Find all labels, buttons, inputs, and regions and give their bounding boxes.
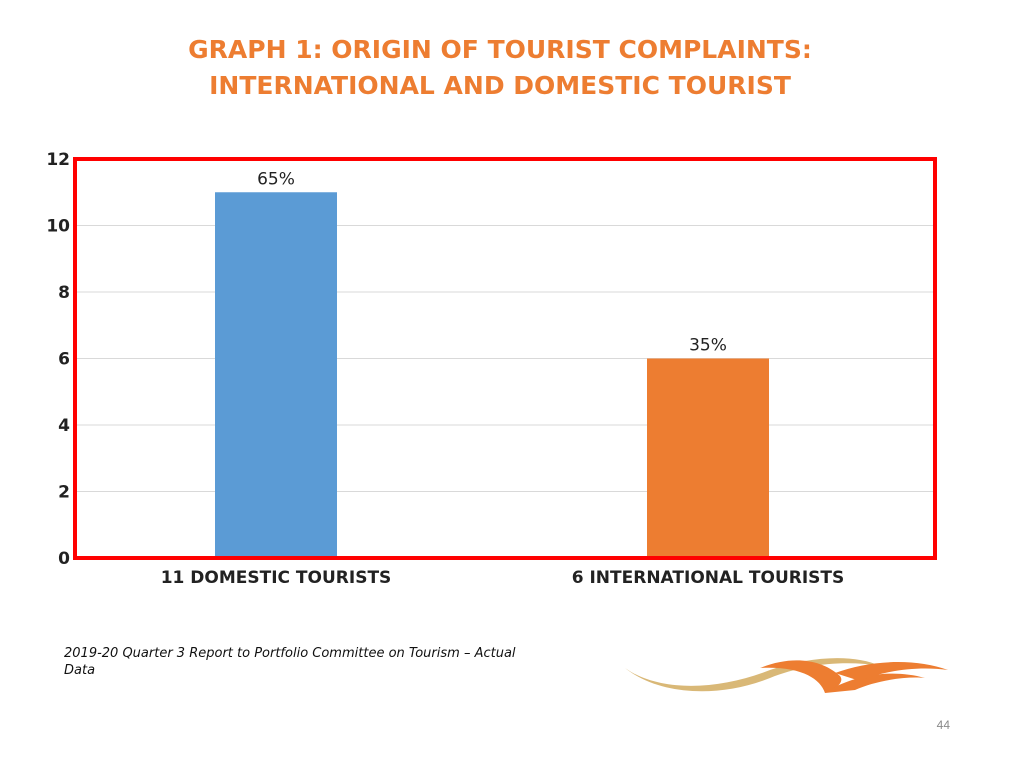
x-axis-categories: 11 DOMESTIC TOURISTS 6 INTERNATIONAL TOUR… — [161, 568, 845, 588]
title-line-1: GRAPH 1: ORIGIN OF TOURIST COMPLAINTS: — [188, 35, 812, 64]
category-label: 11 DOMESTIC TOURISTS — [161, 568, 392, 588]
source-note: 2019-20 Quarter 3 Report to Portfolio Co… — [64, 646, 516, 678]
bars — [215, 192, 769, 558]
y-axis-ticks: 0 2 4 6 8 10 12 — [46, 150, 70, 569]
page-number: 44 — [936, 718, 950, 732]
y-tick-label: 12 — [46, 150, 70, 170]
y-tick-label: 6 — [58, 350, 70, 370]
y-tick-label: 2 — [58, 483, 70, 503]
title-line-2: INTERNATIONAL AND DOMESTIC TOURIST — [209, 71, 791, 100]
y-tick-label: 0 — [58, 549, 70, 569]
bar-international — [647, 358, 769, 558]
swoosh-logo — [625, 658, 948, 693]
data-label: 65% — [257, 169, 295, 189]
data-label: 35% — [689, 336, 727, 356]
bar-chart: 0 2 4 6 8 10 12 11 DOMESTIC TOURISTS 6 INTERNAT… — [46, 150, 937, 588]
data-labels: 65% 35% — [257, 169, 727, 355]
chart-title: GRAPH 1: ORIGIN OF TOURIST COMPLAINTS: I… — [0, 32, 1000, 104]
plot-area-border — [73, 157, 937, 560]
category-label: 6 INTERNATIONAL TOURISTS — [572, 568, 845, 588]
y-tick-label: 4 — [58, 416, 70, 436]
bar-domestic — [215, 192, 337, 558]
y-tick-label: 8 — [58, 283, 70, 303]
y-tick-label: 10 — [46, 217, 70, 237]
gridlines — [75, 158, 935, 559]
